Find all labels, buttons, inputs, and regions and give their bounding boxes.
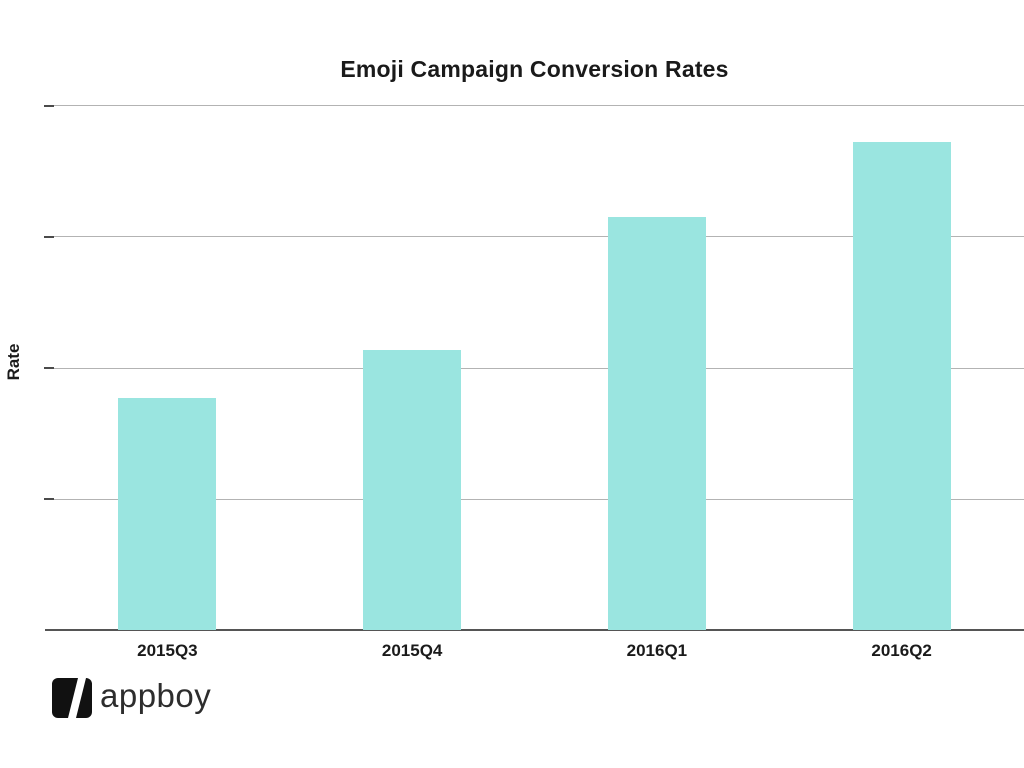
x-tick-label-2015q4: 2015Q4 bbox=[381, 641, 443, 660]
x-tick-label-2016q1: 2016Q1 bbox=[626, 641, 688, 660]
axis-tick bbox=[44, 498, 54, 501]
gridline bbox=[45, 367, 1024, 369]
appboy-logo: appboy bbox=[52, 678, 211, 718]
appboy-wordmark: appboy bbox=[100, 676, 212, 714]
axis-tick bbox=[44, 367, 54, 369]
bar-2015q4 bbox=[363, 350, 462, 630]
gridline bbox=[45, 105, 1024, 106]
gridline bbox=[45, 498, 1024, 500]
appboy-slash-icon bbox=[52, 678, 92, 718]
x-axis-line bbox=[45, 629, 1024, 631]
axis-tick bbox=[44, 104, 54, 107]
bar-2015q3 bbox=[118, 397, 217, 630]
x-tick-label-2016q2: 2016Q2 bbox=[871, 641, 932, 660]
chart-title: Emoji Campaign Conversion Rates bbox=[340, 56, 729, 82]
bar-2016q1 bbox=[607, 216, 706, 630]
plot-area: 2015Q3 2015Q4 2016Q1 2016Q2 bbox=[44, 104, 1024, 660]
x-tick-label-2015q3: 2015Q3 bbox=[137, 641, 198, 660]
gridline bbox=[45, 236, 1024, 238]
axis-tick bbox=[44, 235, 54, 238]
bar-2016q2 bbox=[852, 141, 951, 630]
y-axis-label: Rate bbox=[4, 343, 23, 381]
